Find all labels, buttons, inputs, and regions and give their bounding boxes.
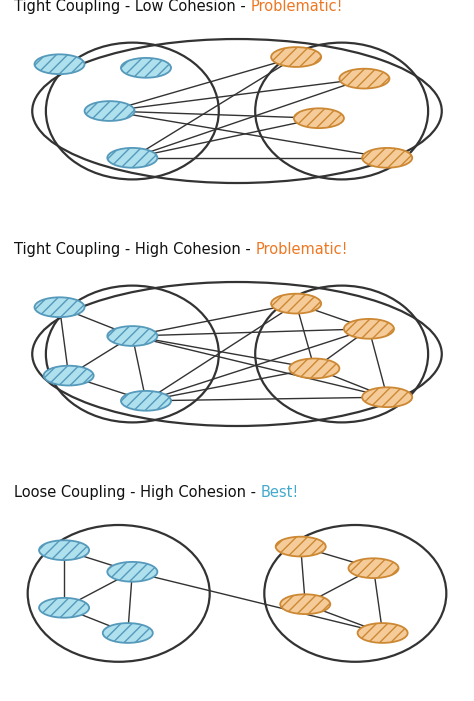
Circle shape <box>280 594 330 614</box>
Circle shape <box>107 326 157 346</box>
Circle shape <box>35 54 84 74</box>
Circle shape <box>289 358 339 379</box>
Circle shape <box>44 366 94 386</box>
Circle shape <box>84 101 135 121</box>
Circle shape <box>39 598 89 618</box>
Text: Tight Coupling - Low Cohesion -: Tight Coupling - Low Cohesion - <box>14 0 250 14</box>
Circle shape <box>339 69 390 88</box>
Circle shape <box>276 537 326 557</box>
Text: Problematic!: Problematic! <box>250 0 343 14</box>
Circle shape <box>121 58 171 78</box>
Circle shape <box>121 391 171 411</box>
Circle shape <box>362 148 412 168</box>
Text: Loose Coupling - High Cohesion -: Loose Coupling - High Cohesion - <box>14 485 261 500</box>
Circle shape <box>39 540 89 560</box>
Circle shape <box>357 623 408 643</box>
Circle shape <box>362 387 412 407</box>
Circle shape <box>271 47 321 67</box>
Circle shape <box>35 297 84 317</box>
Text: Tight Coupling - High Cohesion -: Tight Coupling - High Cohesion - <box>14 242 255 257</box>
Circle shape <box>103 623 153 643</box>
Text: Best!: Best! <box>261 485 299 500</box>
Circle shape <box>348 558 399 578</box>
Circle shape <box>294 109 344 128</box>
Text: Problematic!: Problematic! <box>255 242 348 257</box>
Circle shape <box>271 294 321 313</box>
Circle shape <box>344 319 394 339</box>
Circle shape <box>107 562 157 582</box>
Circle shape <box>107 148 157 168</box>
